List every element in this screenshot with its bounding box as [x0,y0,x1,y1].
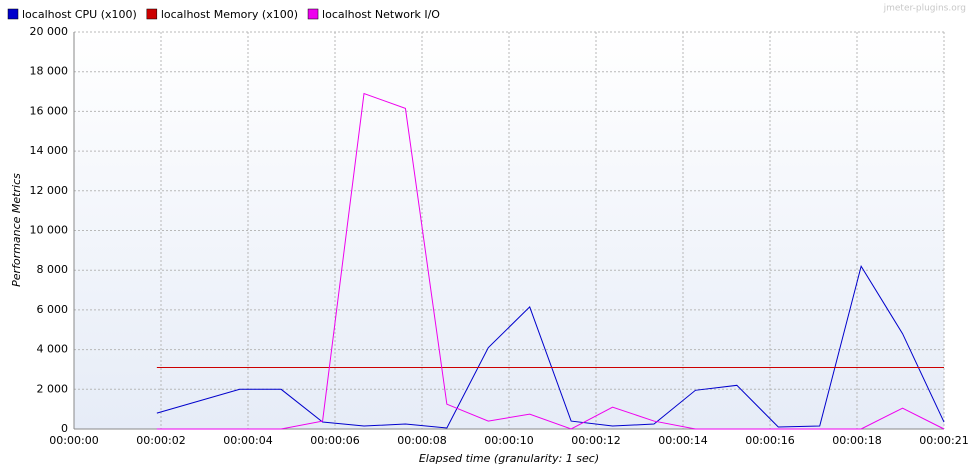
y-tick-label: 18 000 [30,65,69,78]
x-tick-label: 00:00:02 [136,434,185,447]
y-tick-label: 14 000 [30,144,69,157]
x-tick-label: 00:00:16 [745,434,794,447]
y-tick-label: 8 000 [37,263,69,276]
y-tick-label: 12 000 [30,184,69,197]
y-tick-label: 0 [61,422,68,435]
legend-swatch [307,8,319,20]
x-tick-label: 00:00:10 [484,434,533,447]
x-tick-label: 00:00:14 [658,434,707,447]
y-tick-label: 2 000 [37,382,69,395]
x-tick-label: 00:00:12 [571,434,620,447]
y-tick-label: 4 000 [37,343,69,356]
y-tick-label: 20 000 [30,25,69,38]
legend-label: localhost CPU (x100) [22,8,137,21]
x-tick-label: 00:00:08 [397,434,446,447]
x-tick-label: 00:00:06 [310,434,359,447]
series-line [156,264,945,429]
x-tick-label: 00:00:18 [832,434,881,447]
y-axis-label: Performance Metrics [10,173,23,287]
y-tick-label: 6 000 [37,303,69,316]
legend-swatch [7,8,19,20]
legend-swatch [146,8,158,20]
legend-label: localhost Memory (x100) [161,8,298,21]
series-line [156,92,945,430]
y-tick-label: 10 000 [30,224,69,237]
legend-label: localhost Network I/O [322,8,440,21]
y-tick-label: 16 000 [30,104,69,117]
x-tick-label: 00:00:21 [919,434,968,447]
x-axis-label: Elapsed time (granularity: 1 sec) [419,452,599,465]
x-tick-label: 00:00:04 [223,434,272,447]
x-tick-label: 00:00:00 [49,434,98,447]
watermark: jmeter-plugins.org [883,4,966,14]
